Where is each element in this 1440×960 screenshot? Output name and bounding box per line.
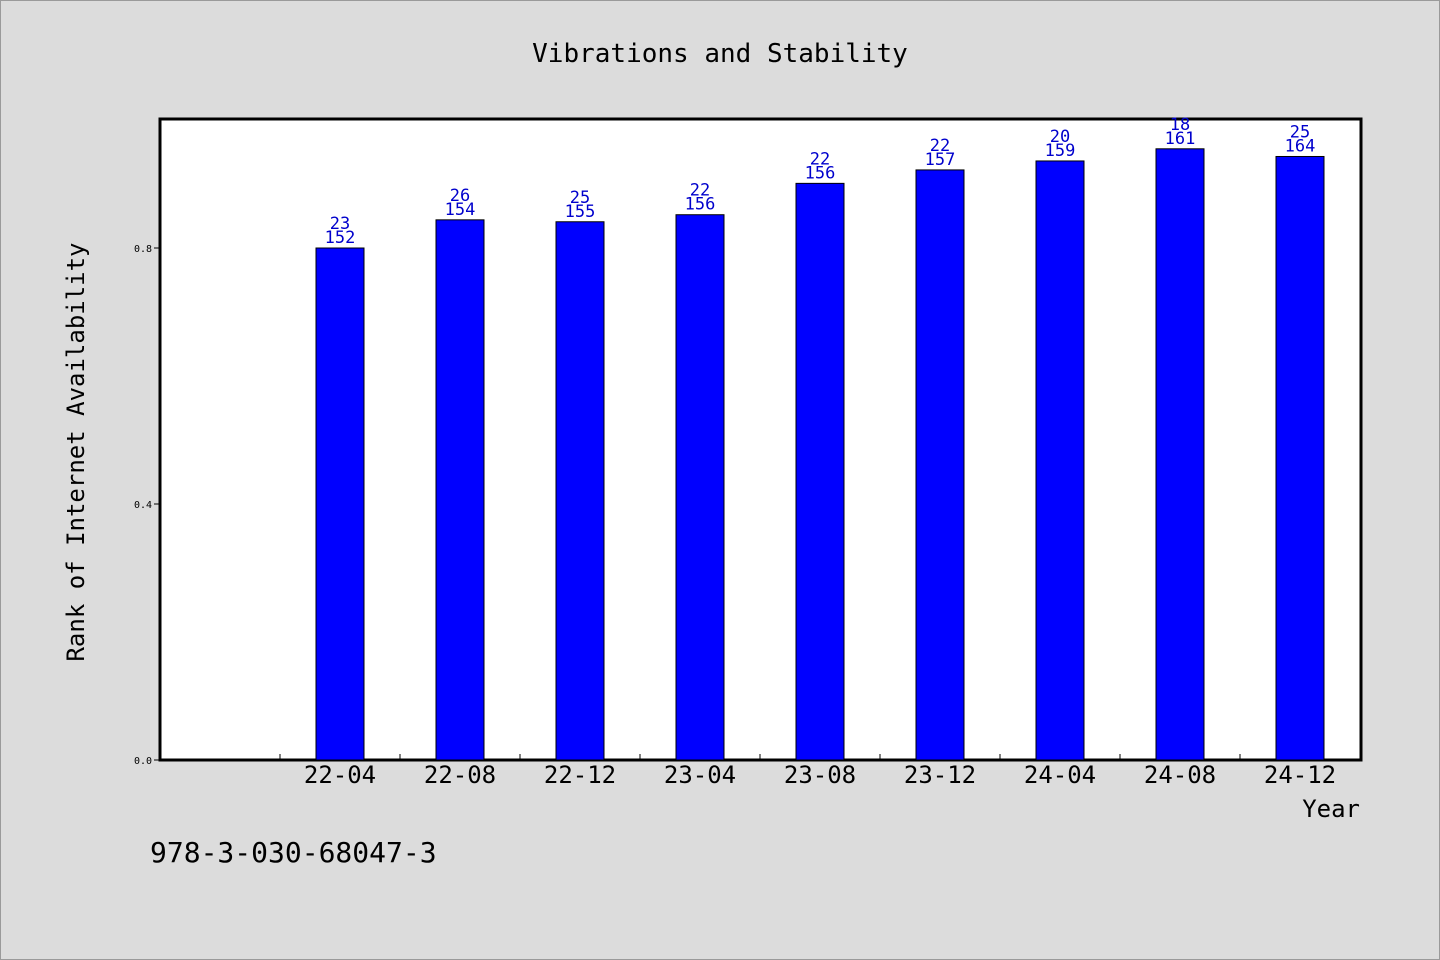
data-label-top: 25	[570, 188, 590, 208]
data-label-top: 18	[1170, 115, 1190, 135]
data-label-bottom: 152	[325, 228, 356, 248]
bar-23-04	[675, 214, 725, 761]
x-tick-label: 22-12	[544, 761, 616, 789]
bar-24-12	[1275, 155, 1325, 761]
bar-series	[315, 148, 1325, 761]
bar-23-12	[915, 169, 965, 761]
data-label-top: 22	[810, 149, 830, 169]
x-tick-label: 23-08	[784, 761, 856, 789]
data-label-top: 22	[930, 136, 950, 156]
y-tick-label: 0.4	[134, 500, 152, 511]
x-tick-label: 24-04	[1024, 761, 1096, 789]
y-tick-label: 0.8	[134, 244, 152, 255]
x-tick-label: 23-04	[664, 761, 736, 789]
y-axis-title: Rank of Internet Availability	[62, 242, 90, 661]
data-label-bottom: 156	[685, 195, 716, 215]
x-tick-label: 22-08	[424, 761, 496, 789]
y-tick-label: 0.0	[134, 756, 152, 767]
data-label-bottom: 164	[1285, 136, 1316, 156]
data-label-bottom: 154	[445, 200, 476, 220]
x-tick-label: 22-04	[304, 761, 376, 789]
data-label-bottom: 156	[805, 163, 836, 183]
chart-title: Vibrations and Stability	[532, 39, 908, 69]
x-axis-title: Year	[1302, 795, 1360, 823]
data-label-bottom: 159	[1045, 141, 1076, 161]
x-axis: 22-04 22-08 22-12 23-04 23-08 23-12 24-04 24-08…	[279, 754, 1361, 789]
x-tick-label: 23-12	[904, 761, 976, 789]
bar-24-08	[1155, 148, 1205, 761]
data-label-bottom: 155	[565, 202, 596, 222]
x-tick-label: 24-08	[1144, 761, 1216, 789]
data-label-top: 20	[1050, 127, 1070, 147]
bar-22-12	[555, 221, 605, 761]
x-tick-label: 24-12	[1264, 761, 1336, 789]
data-label-top: 22	[690, 181, 710, 201]
y-axis: 0.0 0.4 0.8	[134, 244, 160, 767]
data-labels: 2315226154251552215622156221572015918161…	[325, 115, 1316, 248]
bar-23-08	[795, 182, 845, 761]
footnote-isbn: 978-3-030-68047-3	[150, 836, 437, 869]
bar-22-08	[435, 219, 485, 761]
data-label-top: 26	[450, 186, 470, 206]
data-label-bottom: 161	[1165, 129, 1196, 149]
data-label-top: 25	[1290, 122, 1310, 142]
data-label-top: 23	[330, 214, 350, 234]
data-label-bottom: 157	[925, 150, 956, 170]
bar-22-04	[315, 247, 365, 761]
bar-24-04	[1035, 160, 1085, 761]
